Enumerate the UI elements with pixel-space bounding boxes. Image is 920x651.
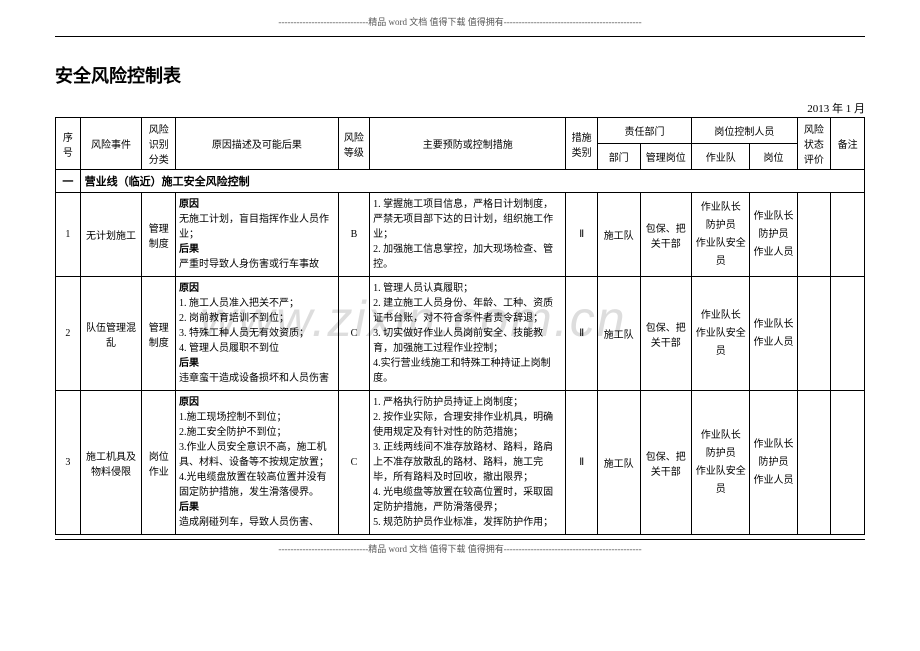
cell-measures: 1. 管理人员认真履职；2. 建立施工人员身份、年龄、工种、资质证书台账，对不符… (370, 277, 566, 391)
cell-cause: 原因1.施工现场控制不到位；2.施工安全防护不到位；3.作业人员安全意识不高，施… (176, 391, 339, 535)
cell-mtype: Ⅱ (566, 193, 597, 277)
cell-dept: 施工队 (597, 391, 640, 535)
col-classify: 风险识别分类 (142, 118, 176, 170)
cell-level: B (338, 193, 369, 277)
col-post: 岗位 (750, 144, 797, 170)
date-text: 2013 年 1 月 (55, 100, 865, 116)
cell-remark (831, 193, 865, 277)
cell-cause: 原因无施工计划，盲目指挥作业人员作业；后果严重时导致人身伤害或行车事故 (176, 193, 339, 277)
cell-team: 作业队长防护员作业队安全员 (692, 193, 750, 277)
cell-event: 无计划施工 (80, 193, 142, 277)
footer-text: ------------------------------精品 word 文档… (55, 542, 865, 555)
risk-table: 序号 风险事件 风险识别分类 原因描述及可能后果 风险等级 主要预防或控制措施 … (55, 117, 865, 535)
col-dept-group: 责任部门 (597, 118, 691, 144)
cell-cause: 原因1. 施工人员准入把关不严；2. 岗前教育培训不到位；3. 特殊工种人员无有… (176, 277, 339, 391)
table-row: 2队伍管理混乱管理制度原因1. 施工人员准入把关不严；2. 岗前教育培训不到位；… (56, 277, 865, 391)
header-text: ------------------------------精品 word 文档… (55, 15, 865, 28)
section-title: 营业线（临近）施工安全风险控制 (80, 170, 864, 193)
cell-level: C (338, 391, 369, 535)
cell-mgmt: 包保、把关干部 (640, 193, 692, 277)
col-post-group: 岗位控制人员 (692, 118, 797, 144)
col-event: 风险事件 (80, 118, 142, 170)
cell-team: 作业队长作业队安全员 (692, 277, 750, 391)
cell-status (797, 193, 831, 277)
cell-post: 作业队长防护员作业人员 (750, 391, 797, 535)
cell-dept: 施工队 (597, 277, 640, 391)
cell-seq: 1 (56, 193, 81, 277)
col-team: 作业队 (692, 144, 750, 170)
cell-remark (831, 391, 865, 535)
col-cause: 原因描述及可能后果 (176, 118, 339, 170)
header-divider (55, 36, 865, 37)
table-row: 3施工机具及物料侵限岗位作业原因1.施工现场控制不到位；2.施工安全防护不到位；… (56, 391, 865, 535)
cell-level: C (338, 277, 369, 391)
cell-mtype: Ⅱ (566, 277, 597, 391)
cell-dept: 施工队 (597, 193, 640, 277)
col-measures: 主要预防或控制措施 (370, 118, 566, 170)
cell-classify: 管理制度 (142, 277, 176, 391)
table-body: 一营业线（临近）施工安全风险控制1无计划施工管理制度原因无施工计划，盲目指挥作业… (56, 170, 865, 535)
col-dept: 部门 (597, 144, 640, 170)
cell-remark (831, 277, 865, 391)
cell-team: 作业队长防护员作业队安全员 (692, 391, 750, 535)
footer-divider (55, 539, 865, 540)
cell-seq: 2 (56, 277, 81, 391)
cell-classify: 管理制度 (142, 193, 176, 277)
cell-classify: 岗位作业 (142, 391, 176, 535)
cell-measures: 1. 掌握施工项目信息，严格日计划制度，严禁无项目部下达的日计划，组织施工作业；… (370, 193, 566, 277)
cell-status (797, 277, 831, 391)
cell-event: 队伍管理混乱 (80, 277, 142, 391)
cell-measures: 1. 严格执行防护员持证上岗制度；2. 按作业实际，合理安排作业机具，明确使用规… (370, 391, 566, 535)
col-remark: 备注 (831, 118, 865, 170)
table-header: 序号 风险事件 风险识别分类 原因描述及可能后果 风险等级 主要预防或控制措施 … (56, 118, 865, 170)
cell-seq: 3 (56, 391, 81, 535)
col-mtype: 措施类别 (566, 118, 597, 170)
section-no: 一 (56, 170, 81, 193)
table-row: 1无计划施工管理制度原因无施工计划，盲目指挥作业人员作业；后果严重时导致人身伤害… (56, 193, 865, 277)
cell-status (797, 391, 831, 535)
cell-event: 施工机具及物料侵限 (80, 391, 142, 535)
page-title: 安全风险控制表 (55, 62, 865, 88)
cell-mgmt: 包保、把关干部 (640, 391, 692, 535)
col-status: 风险状态评价 (797, 118, 831, 170)
cell-mgmt: 包保、把关干部 (640, 277, 692, 391)
cell-post: 作业队长作业人员 (750, 277, 797, 391)
section-row: 一营业线（临近）施工安全风险控制 (56, 170, 865, 193)
cell-post: 作业队长防护员作业人员 (750, 193, 797, 277)
col-seq: 序号 (56, 118, 81, 170)
col-mgmt: 管理岗位 (640, 144, 692, 170)
cell-mtype: Ⅱ (566, 391, 597, 535)
col-level: 风险等级 (338, 118, 369, 170)
